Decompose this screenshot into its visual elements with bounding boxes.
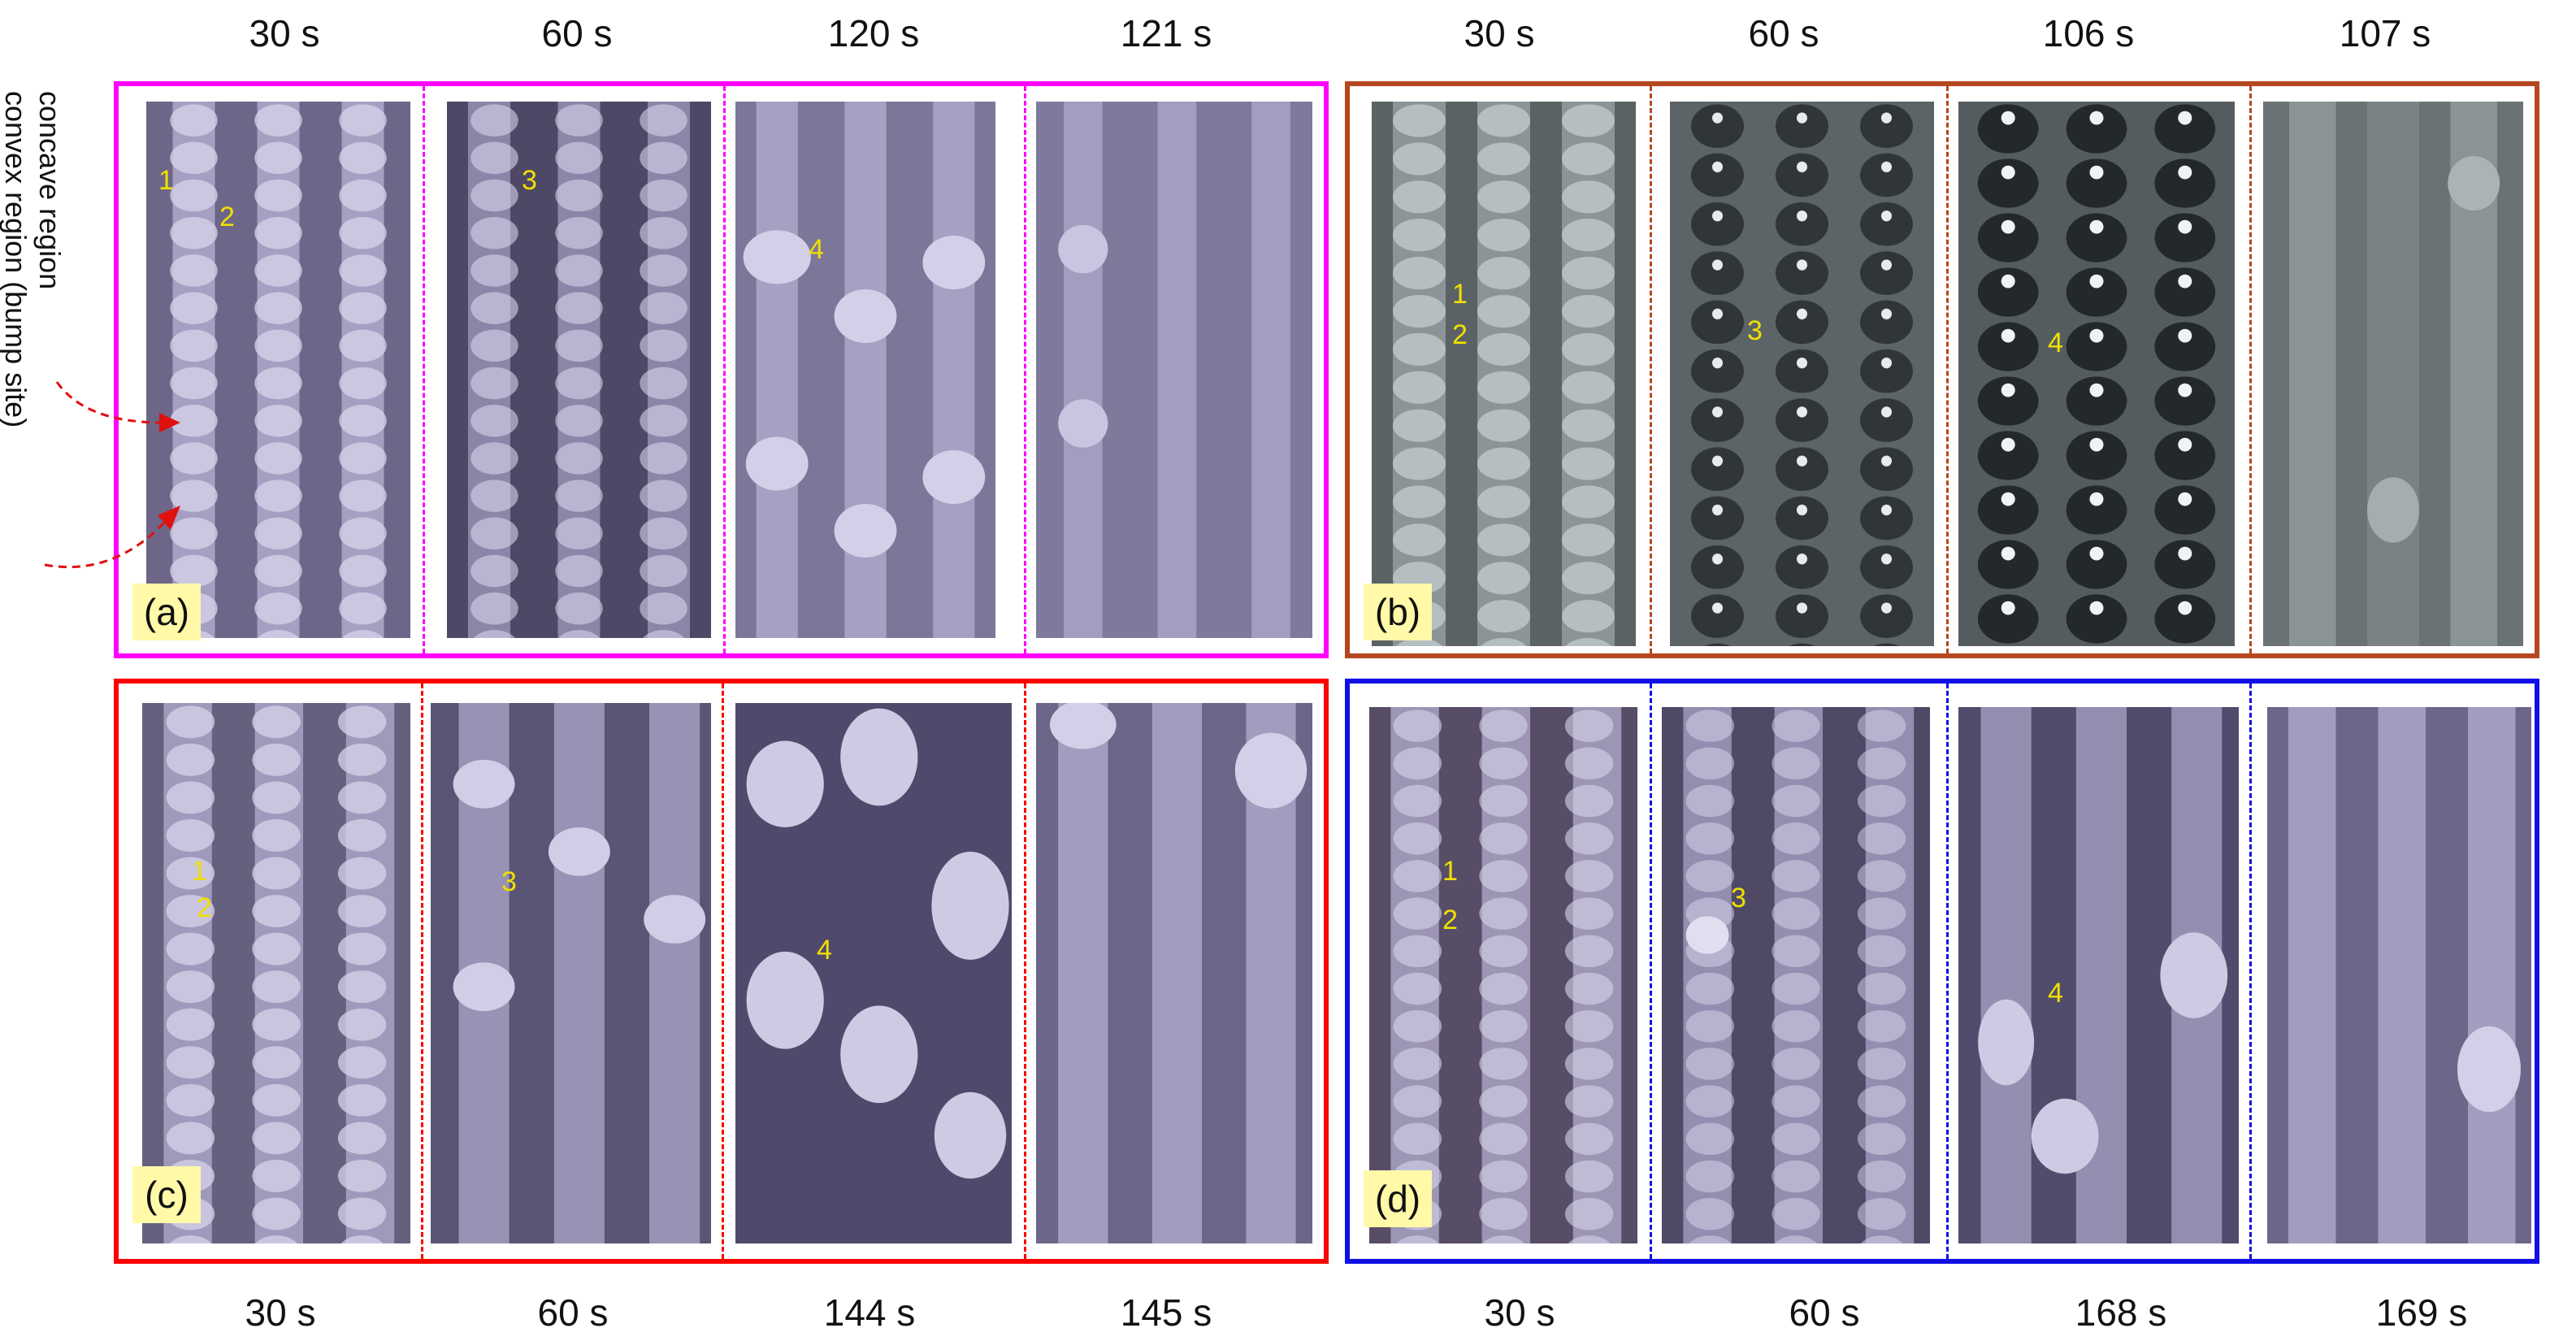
panel-a-label: (a)	[132, 584, 201, 640]
time-label-a-2: 60 s	[541, 12, 613, 54]
time-label-c-1: 30 s	[245, 1291, 316, 1334]
micrograph-c-4	[1036, 703, 1312, 1243]
time-label-d-4: 169 s	[2375, 1291, 2468, 1334]
concave-arrow	[55, 381, 163, 424]
micrograph-c-3	[735, 703, 1012, 1243]
panel-d-divider	[1650, 684, 1652, 1259]
panel-c-frame	[114, 679, 1329, 1264]
time-label-b-1: 30 s	[1464, 12, 1535, 54]
panel-b-divider	[2249, 86, 2252, 653]
micrograph-d-2	[1662, 707, 1930, 1243]
marker-3: 3	[501, 866, 517, 897]
panel-c-divider	[421, 684, 423, 1259]
time-label-b-2: 60 s	[1748, 12, 1819, 54]
convex-arrow	[44, 519, 168, 569]
panel-d-divider	[2249, 684, 2252, 1259]
micrograph-d-3	[1958, 707, 2239, 1243]
micrograph-b-3	[1958, 102, 2235, 646]
micrograph-b-4	[2263, 102, 2523, 646]
micrograph-c-2	[431, 703, 711, 1243]
time-label-b-4: 107 s	[2339, 12, 2431, 54]
time-label-a-3: 120 s	[827, 12, 920, 54]
marker-3: 3	[522, 165, 537, 196]
panel-a-divider	[1024, 86, 1026, 653]
panel-c-divider	[722, 684, 724, 1259]
micrograph-a-4	[1036, 102, 1312, 638]
marker-2: 2	[1442, 905, 1458, 935]
micrograph-c-1	[142, 703, 410, 1243]
marker-4: 4	[809, 234, 824, 265]
panel-c-label: (c)	[132, 1166, 201, 1223]
panel-b-frame	[1345, 81, 2539, 658]
time-label-c-2: 60 s	[537, 1291, 609, 1334]
micrograph-b-2	[1670, 102, 1934, 646]
time-label-d-1: 30 s	[1484, 1291, 1555, 1334]
panel-c-divider	[1024, 684, 1026, 1259]
region-arrows	[44, 381, 180, 569]
marker-4: 4	[817, 935, 832, 966]
micrograph-a-2	[447, 102, 711, 638]
convex-arrowhead	[158, 506, 180, 530]
micrograph-a-3	[735, 102, 995, 638]
time-label-c-3: 144 s	[823, 1291, 916, 1334]
concave-arrowhead	[159, 413, 180, 432]
marker-2: 2	[219, 202, 235, 232]
panel-b-label: (b)	[1364, 584, 1432, 640]
time-label-a-4: 121 s	[1120, 12, 1212, 54]
marker-3: 3	[1731, 883, 1746, 914]
time-label-c-4: 145 s	[1120, 1291, 1212, 1334]
micrograph-d-4	[2267, 707, 2531, 1243]
marker-1: 1	[1452, 279, 1468, 310]
time-label-a-1: 30 s	[249, 12, 320, 54]
marker-4: 4	[2048, 978, 2063, 1009]
micrograph-d-1	[1369, 707, 1637, 1243]
marker-3: 3	[1747, 315, 1763, 346]
marker-1: 1	[158, 165, 174, 196]
marker-1: 1	[192, 856, 207, 887]
micrograph-b-1	[1372, 102, 1636, 646]
panel-a-frame	[114, 81, 1329, 658]
time-label-d-2: 60 s	[1789, 1291, 1860, 1334]
panel-d-divider	[1946, 684, 1949, 1259]
panel-a-divider	[423, 86, 425, 653]
marker-2: 2	[197, 892, 212, 923]
time-label-b-3: 106 s	[2042, 12, 2135, 54]
panel-d-frame	[1345, 679, 2539, 1264]
time-label-d-3: 168 s	[2075, 1291, 2167, 1334]
marker-4: 4	[2048, 328, 2063, 358]
marker-1: 1	[1442, 856, 1458, 887]
panel-b-divider	[1650, 86, 1652, 653]
marker-2: 2	[1452, 319, 1468, 350]
panel-b-divider	[1946, 86, 1949, 653]
micrograph-a-1	[146, 102, 410, 638]
panel-a-divider	[723, 86, 726, 653]
panel-d-label: (d)	[1364, 1170, 1432, 1227]
